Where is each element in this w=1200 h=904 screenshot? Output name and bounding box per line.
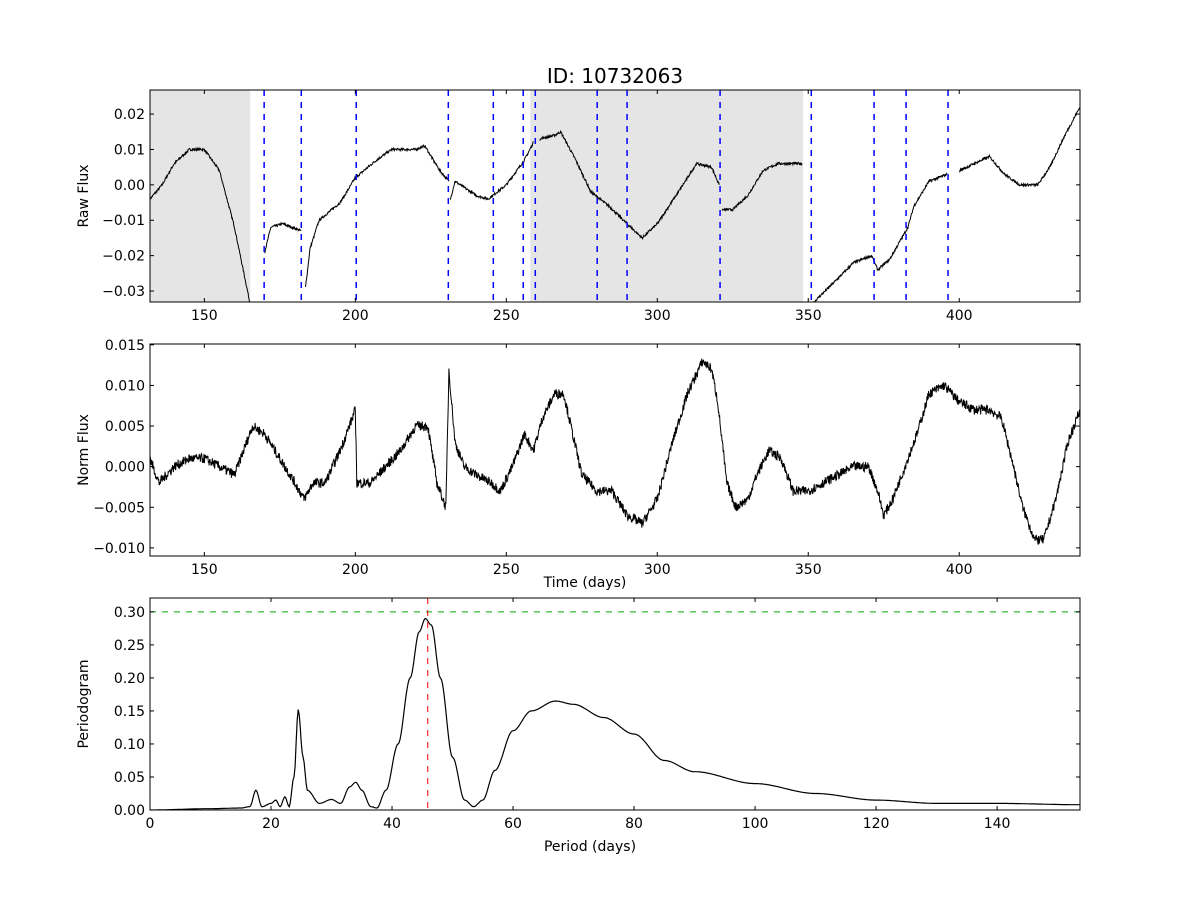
x-tick-label: 300	[644, 308, 671, 324]
y-axis-label: Raw Flux	[76, 165, 92, 228]
x-axis-label: Time (days)	[543, 575, 627, 591]
data-line	[305, 144, 450, 288]
x-tick-label: 20	[262, 816, 280, 832]
chart-title: ID: 10732063	[547, 64, 683, 88]
x-tick-label: 250	[493, 308, 520, 324]
y-tick-label: 0.00	[114, 803, 145, 819]
y-tick-label: 0.00	[114, 178, 145, 194]
y-axis-label: Norm Flux	[76, 414, 92, 486]
x-tick-label: 300	[644, 562, 671, 578]
x-tick-label: 80	[625, 816, 643, 832]
y-tick-label: −0.02	[102, 249, 145, 265]
y-tick-label: 0.015	[105, 338, 145, 354]
y-tick-label: 0.01	[114, 142, 145, 158]
x-tick-label: 150	[191, 308, 218, 324]
plot-area	[150, 358, 1080, 545]
x-tick-label: 400	[946, 562, 973, 578]
x-tick-label: 350	[795, 562, 822, 578]
x-tick-label: 140	[984, 816, 1011, 832]
data-line	[150, 358, 1080, 545]
norm-flux-panel: 150 200 250 300 350 400 0.015 0.010 0.005 0.000 −0…	[76, 338, 1081, 591]
x-tick-label: 200	[342, 562, 369, 578]
x-tick-label: 120	[863, 816, 890, 832]
y-tick-label: 0.10	[114, 737, 145, 753]
y-tick-label: 0.000	[105, 460, 145, 476]
axes-frame	[149, 89, 1081, 303]
shaded-region	[150, 90, 251, 302]
y-tick-label: 0.20	[114, 671, 145, 687]
x-tick-label: 150	[191, 562, 218, 578]
x-tick-label: 100	[742, 816, 769, 832]
x-tick-label: 350	[795, 308, 822, 324]
x-tick-label: 200	[342, 308, 369, 324]
y-tick-label: −0.005	[93, 500, 145, 516]
y-tick-label: 0.25	[114, 638, 145, 654]
raw-flux-panel: 150 200 250 300 350 400 0.02 0.01 0.00 −0.01 −0.02…	[76, 89, 1081, 324]
y-axis-label: Periodogram	[76, 659, 92, 748]
y-tick-label: −0.01	[102, 213, 145, 229]
axes-frame	[149, 343, 1081, 557]
y-tick-label: −0.010	[93, 541, 145, 557]
data-line	[449, 141, 534, 201]
plot-area	[150, 90, 1080, 302]
y-tick-label: 0.30	[114, 605, 145, 621]
y-tick-label: 0.02	[114, 107, 145, 123]
x-tick-label: 400	[946, 308, 973, 324]
y-tick-label: 0.010	[105, 378, 145, 394]
y-tick-label: 0.15	[114, 704, 145, 720]
axes-frame	[149, 597, 1081, 811]
data-line	[721, 161, 803, 212]
plot-area	[150, 598, 1080, 810]
y-tick-label: −0.03	[102, 284, 145, 300]
y-tick-label: 0.05	[114, 770, 145, 786]
y-tick-label: 0.005	[105, 419, 145, 435]
x-tick-label: 250	[493, 562, 520, 578]
x-tick-label: 40	[383, 816, 401, 832]
data-line	[958, 106, 1080, 188]
shaded-region	[530, 90, 804, 302]
x-tick-label: 0	[146, 816, 155, 832]
data-line	[813, 172, 948, 302]
data-line	[539, 130, 720, 241]
data-line	[264, 221, 302, 254]
periodogram-panel: 0 20 40 60 80 100 120 140 0.30 0.25 0.20 0.15 0.10 0.…	[76, 597, 1081, 855]
data-line	[150, 146, 251, 302]
x-tick-label: 60	[504, 816, 522, 832]
data-line	[150, 617, 1080, 810]
x-axis-label: Period (days)	[544, 839, 636, 855]
